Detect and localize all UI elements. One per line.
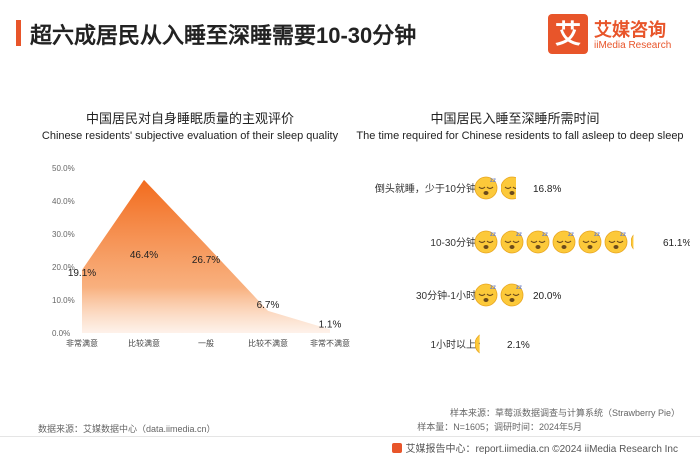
sleep-quality-area-chart: 0.0% 10.0% 20.0% 30.0% 40.0% 50.0% 19.1% 46.4% 2… [52, 164, 350, 348]
sample-size-note: 样本量：N=1605；调研时间：2024年5月 [417, 422, 582, 432]
x-tick-label: 比较满意 [128, 338, 160, 348]
footer-copyright: 艾媒报告中心：report.iimedia.cn ©2024 iiMedia R… [391, 440, 678, 455]
x-tick-label: 比较不满意 [248, 338, 288, 348]
report-center-icon [391, 443, 402, 453]
data-label: 19.1% [68, 268, 96, 279]
logo-mark-icon: 艾 [548, 14, 588, 54]
data-label: 46.4% [130, 250, 158, 261]
svg-text:zz: zz [490, 334, 496, 340]
logo-english-text: iiMedia Research [594, 40, 672, 51]
category-label: 1小时以上 [430, 339, 476, 351]
data-label: 26.7% [192, 255, 220, 266]
sample-source-note: 样本来源：草莓派数据调查与计算系统（Strawberry Pie） [449, 408, 680, 418]
right-chart-subtitle: The time required for Chinese residents … [356, 130, 684, 142]
category-label: 30分钟-1小时 [416, 289, 476, 302]
left-chart-title: 中国居民对自身睡眠质量的主观评价 [85, 111, 294, 126]
y-tick-label: 20.0% [52, 263, 75, 272]
title-accent-bar [16, 20, 21, 46]
svg-text:zz: zz [568, 232, 574, 238]
page-title: 超六成居民从入睡至深睡需要10-30分钟 [30, 23, 417, 48]
svg-text:zz: zz [490, 285, 496, 291]
sleepy-face-icon: zz [474, 176, 498, 200]
sleepy-face-icon: zz [475, 334, 496, 354]
brand-logo: 艾 艾媒咨询 iiMedia Research [548, 14, 688, 58]
right-chart-title: 中国居民入睡至深睡所需时间 [430, 111, 600, 126]
y-tick-label: 10.0% [52, 296, 75, 305]
sleepy-face-icon: zz [474, 283, 498, 307]
left-chart-subtitle: Chinese residents' subjective evaluation… [41, 130, 339, 142]
sleepy-face-icon: zz [501, 176, 522, 200]
category-label: 倒头就睡，少于10分钟 [375, 182, 476, 195]
sleepy-face-icon: zz [631, 232, 652, 250]
area-series [82, 179, 330, 333]
data-label: 6.7% [257, 300, 280, 311]
svg-text:zz: zz [516, 232, 522, 238]
sleepy-face-icon: zz [500, 283, 524, 307]
svg-text:zz: zz [516, 285, 522, 291]
data-label: 16.8% [533, 184, 561, 195]
y-tick-label: 30.0% [52, 230, 75, 239]
sleepy-face-icon: zz [578, 230, 602, 254]
svg-text:zz: zz [516, 178, 522, 184]
sleepy-face-icon: zz [604, 230, 628, 254]
x-tick-label: 一般 [198, 338, 214, 348]
svg-text:zz: zz [542, 232, 548, 238]
sleep-time-icon-chart: 倒头就睡，少于10分钟 zz zz 16.8% 10-30分钟 zz zz zz zz zz zz z… [375, 176, 690, 354]
svg-text:zz: zz [594, 232, 600, 238]
data-source-note: 数据来源：艾媒数据中心（data.iimedia.cn） [38, 424, 216, 434]
sleepy-face-icon: zz [552, 230, 576, 254]
svg-text:zz: zz [490, 232, 496, 238]
sleepy-face-icon: zz [526, 230, 550, 254]
footer-divider [0, 436, 700, 437]
copyright-text: 艾媒报告中心：report.iimedia.cn ©2024 iiMedia R… [405, 444, 678, 455]
data-label: 1.1% [319, 319, 342, 330]
sleepy-face-icon: zz [500, 230, 524, 254]
data-label: 61.1% [663, 238, 690, 249]
x-tick-label: 非常不满意 [310, 338, 350, 348]
data-label: 20.0% [533, 291, 561, 302]
data-label: 2.1% [507, 340, 530, 351]
svg-text:zz: zz [646, 232, 652, 238]
svg-text:zz: zz [490, 178, 496, 184]
y-tick-label: 0.0% [52, 329, 70, 338]
x-tick-label: 非常满意 [66, 338, 98, 348]
sleepy-face-icon: zz [474, 230, 498, 254]
y-tick-label: 50.0% [52, 164, 75, 173]
logo-chinese-text: 艾媒咨询 [594, 20, 666, 40]
category-label: 10-30分钟 [430, 236, 476, 249]
y-tick-label: 40.0% [52, 197, 75, 206]
svg-text:zz: zz [620, 232, 626, 238]
